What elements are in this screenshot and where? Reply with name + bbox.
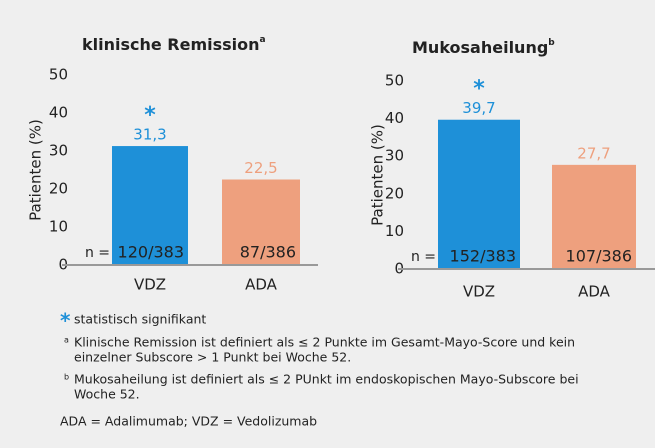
y-tick-label: 50 — [49, 66, 68, 84]
y-tick-label: 30 — [385, 147, 404, 165]
n-prefix: n = — [411, 249, 436, 265]
value-label: 31,3 — [133, 126, 166, 144]
x-tick-label: ADA — [578, 283, 611, 301]
bar — [438, 119, 520, 269]
title-note: a — [260, 35, 266, 45]
n-label: 107/386 — [566, 247, 632, 266]
x-tick-label: VDZ — [134, 276, 166, 294]
bar — [112, 146, 188, 265]
significance-marker: * — [144, 103, 156, 128]
chart-title: klinische Remissiona — [82, 35, 266, 54]
footnote-text: einzelner Subscore > 1 Punkt bei Woche 5… — [74, 350, 351, 365]
chart-title: Mukosaheilungb — [412, 38, 555, 57]
footnote-symbol: * — [60, 309, 71, 333]
y-axis-label: Patienten (%) — [369, 124, 387, 226]
y-tick-label: 10 — [385, 222, 404, 240]
n-prefix: n = — [85, 245, 110, 261]
y-tick-label: 50 — [385, 72, 404, 90]
value-label: 22,5 — [244, 159, 277, 177]
y-tick-label: 40 — [385, 109, 404, 127]
title-note: b — [548, 38, 555, 48]
bar — [222, 179, 300, 265]
x-tick-label: ADA — [245, 276, 278, 294]
y-axis-label: Patienten (%) — [27, 119, 45, 221]
abbreviations: ADA = Adalimumab; VDZ = Vedolizumab — [60, 414, 317, 429]
n-label: 87/386 — [240, 243, 296, 262]
value-label: 27,7 — [577, 144, 610, 162]
y-tick-label: 20 — [49, 180, 68, 198]
value-label: 39,7 — [462, 99, 495, 117]
footnote-mark: b — [64, 373, 69, 382]
bar — [552, 164, 636, 269]
footnote-text: Mukosaheilung ist definiert als ≤ 2 PUnk… — [74, 372, 579, 387]
footnote-mark: a — [64, 336, 69, 345]
y-tick-label: 40 — [49, 104, 68, 122]
y-tick-label: 20 — [385, 184, 404, 202]
title-text: Mukosaheilung — [412, 38, 548, 57]
n-label: 152/383 — [450, 247, 516, 266]
title-text: klinische Remission — [82, 35, 260, 54]
n-label: 120/383 — [118, 243, 184, 262]
footnote-text: Klinische Remission ist definiert als ≤ … — [74, 335, 575, 350]
footnote-text: statistisch signifikant — [74, 312, 206, 327]
significance-marker: * — [473, 77, 485, 102]
x-tick-label: VDZ — [463, 283, 495, 301]
footnote-text: Woche 52. — [74, 387, 140, 402]
y-tick-label: 10 — [49, 218, 68, 236]
y-tick-label: 30 — [49, 142, 68, 160]
